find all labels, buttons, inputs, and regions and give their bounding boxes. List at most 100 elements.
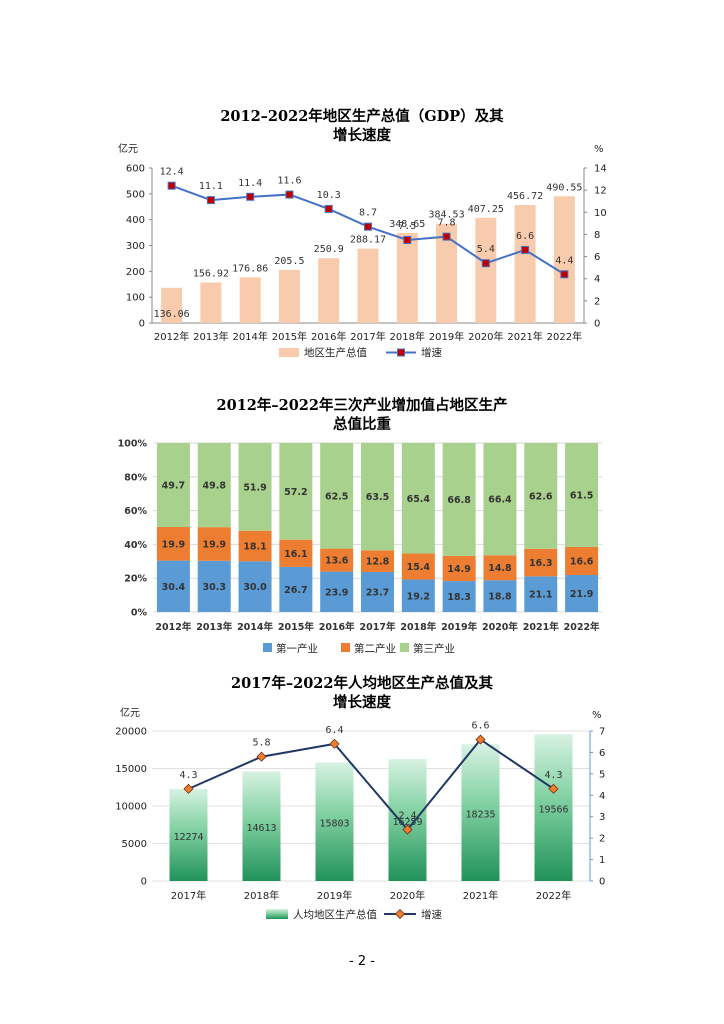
chart3-bar-label: 19566 [538,805,568,816]
chart2-category-label: 2021年 [523,621,559,633]
chart2-segment [565,546,599,575]
chart1-bar-label: 407.25 [468,204,504,215]
chart1-growth-marker [403,235,412,244]
chart3-bar [388,759,427,881]
chart1-category-label: 2019年 [429,330,464,343]
chart2-segment-label: 65.4 [407,494,431,505]
chart1-growth-label: 7.5 [398,221,416,232]
chart1-category-label: 2020年 [468,330,503,343]
chart3-growth-marker [183,783,194,794]
chart1-growth-label: 11.6 [277,176,301,187]
chart2-segment [401,579,435,612]
chart2-title-line1: 2012年–2022年三次产业增加值占地区生产 [216,397,508,414]
chart2-segment [238,561,272,612]
chart3-left-tick-label: 0 [141,877,147,888]
chart2-segment-label: 16.6 [570,556,594,567]
chart3-right-tick-label: 5 [599,769,605,780]
chart2-segment [442,581,476,612]
chart3-bar [169,788,208,881]
chart3-growth-label: 6.4 [325,725,343,736]
chart3-legend-line-marker [394,908,406,920]
chart2-segment-label: 66.8 [447,495,471,506]
chart2-category-label: 2013年 [196,621,232,633]
chart1-bar [239,277,261,323]
chart2-segment-label: 18.3 [447,592,470,603]
chart1-left-tick-label: 500 [126,189,145,200]
chart3-right-unit: % [592,710,602,721]
chart1-category-label: 2018年 [390,330,425,343]
chart2-segment [361,550,394,572]
chart1-growth-label: 10.3 [317,190,341,201]
chart2-segment [524,443,558,549]
chart1-bar-label: 348.65 [389,219,425,230]
chart2-segment [279,443,313,540]
chart1-left-tick-label: 600 [126,164,145,175]
chart2-category-label: 2022年 [564,621,600,633]
chart3-growth-label: 4.3 [179,770,197,781]
chart2-segment-label: 57.2 [284,487,307,498]
chart3-right-tick-label: 2 [599,834,605,845]
chart2-segment-label: 19.9 [162,539,185,550]
chart2-y-tick-label: 80% [124,472,147,483]
chart2-segment-label: 21.9 [570,589,593,600]
chart1-growth-marker [167,181,176,190]
chart2-segment [401,443,435,554]
chart2-segment-label: 30.3 [203,582,226,593]
chart1-bar-label: 176.86 [232,263,268,274]
chart3-growth-marker [329,738,340,749]
chart1-growth-marker [246,192,255,201]
chart1-bar [475,217,497,323]
chart2-segment-label: 66.4 [488,495,512,506]
chart1-right-unit: % [594,144,604,155]
chart2-y-tick-label: 60% [124,506,147,517]
chart2-category-label: 2020年 [482,621,518,633]
chart2-legend-swatch [263,643,272,652]
chart1-bar-label: 156.92 [193,268,229,279]
chart1-left-unit: 亿元 [118,142,138,155]
chart1-right-tick-label: 4 [594,274,600,285]
chart2-segment-label: 16.3 [529,558,552,569]
chart3-category-label: 2017年 [171,889,206,902]
page-number: - 2 - [349,954,375,969]
chart1-bar [161,287,183,323]
chart1-growth-label: 4.4 [555,255,573,266]
chart1-right-tick-label: 6 [594,252,600,263]
chart2-segment [442,555,476,582]
chart1-growth-marker [324,204,333,213]
chart2-segment-label: 12.8 [366,557,390,568]
chart1-bar-label: 205.5 [274,256,304,267]
chart3-left-tick-label: 20000 [115,727,147,738]
chart2-segment [320,571,354,612]
chart3-bar-label: 12274 [173,832,203,843]
chart3-left-unit: 亿元 [120,706,140,719]
chart1-bar [436,223,458,323]
chart1-growth-label: 6.6 [516,231,534,242]
chart3-bar [534,734,573,881]
chart3-growth-line [188,738,555,832]
chart1-bar [318,258,340,323]
chart2-segment [156,526,190,561]
chart3-left-tick-label: 5000 [122,839,147,850]
chart2-category-label: 2018年 [400,621,436,633]
chart2-category-label: 2012年 [155,621,191,633]
chart3-legend-line-label: 增速 [421,908,442,921]
chart1-title-line1: 2012–2022年地区生产总值（GDP）及其 [220,108,504,125]
chart2-category-label: 2016年 [319,621,355,633]
chart1-growth-label: 11.4 [238,178,262,189]
chart2-segment [442,443,476,556]
chart3-bar-label: 16259 [392,817,422,828]
chart2-segment [238,530,272,562]
chart2-category-label: 2017年 [360,621,396,633]
chart2-segment-label: 15.4 [407,562,431,573]
chart2-legend-label: 第三产业 [413,642,455,655]
chart3-legend-bar-swatch [266,909,288,919]
chart3-right-tick-label: 4 [599,791,605,802]
chart2-category-label: 2014年 [237,621,273,633]
chart1-bar [278,269,300,323]
chart3-bar-label: 14613 [246,823,276,834]
chart2-segment [197,560,231,612]
chart3-bar-label: 18235 [465,810,495,821]
chart1-category-label: 2022年 [547,330,582,343]
chart3-growth-marker [475,734,486,745]
chart1-category-label: 2016年 [311,330,346,343]
